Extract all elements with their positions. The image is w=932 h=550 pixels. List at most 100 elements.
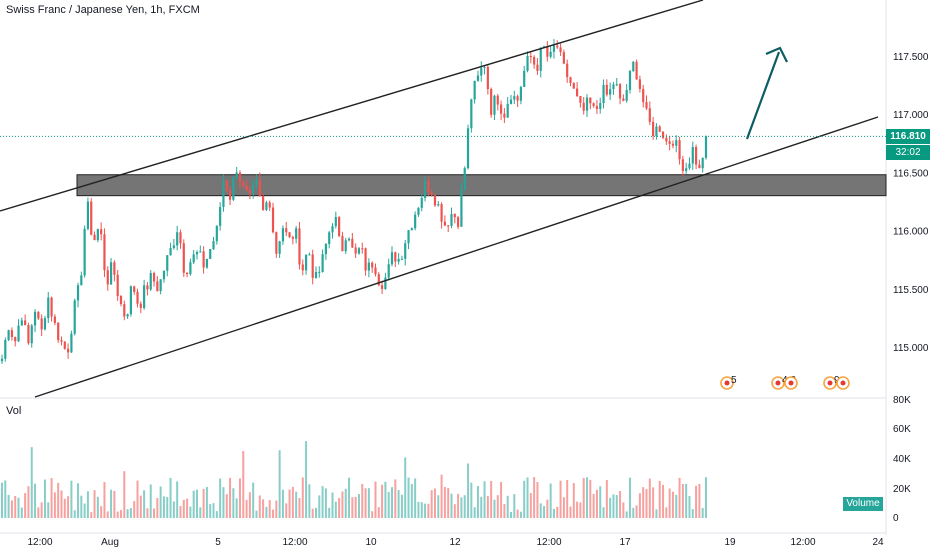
candle-body bbox=[437, 204, 440, 206]
candle-body bbox=[63, 341, 66, 349]
candle-body bbox=[73, 300, 76, 334]
candle-body bbox=[20, 320, 23, 326]
volume-bar bbox=[473, 507, 476, 518]
candle-body bbox=[252, 185, 255, 194]
x-tick-label: 12 bbox=[449, 537, 461, 548]
candle-body bbox=[681, 159, 684, 171]
volume-bar bbox=[1, 482, 3, 518]
x-tick-label: 19 bbox=[724, 537, 736, 548]
candle-body bbox=[103, 234, 106, 271]
candle-body bbox=[47, 297, 50, 319]
candle-body bbox=[685, 168, 688, 171]
volume-bar bbox=[179, 506, 182, 518]
volume-bar bbox=[100, 506, 103, 518]
candle-body bbox=[609, 89, 612, 95]
volume-bar bbox=[529, 493, 532, 518]
candle-body bbox=[430, 192, 433, 195]
candle-body bbox=[245, 185, 248, 191]
candle-body bbox=[648, 108, 651, 122]
volume-bar bbox=[463, 495, 466, 518]
candle-body bbox=[30, 325, 33, 344]
volume-bar bbox=[443, 486, 446, 518]
candle-body bbox=[367, 262, 370, 271]
volume-bar bbox=[450, 493, 453, 518]
candle-body bbox=[605, 84, 608, 95]
candle-body bbox=[248, 190, 251, 194]
volume-bar bbox=[123, 471, 126, 518]
event-marker-dot bbox=[840, 380, 846, 386]
candle-body bbox=[258, 179, 261, 196]
volume-bar bbox=[476, 486, 479, 518]
candle-body bbox=[592, 103, 595, 107]
countdown-badge: 32:02 bbox=[886, 145, 930, 160]
volume-bar bbox=[655, 509, 658, 518]
candle-body bbox=[159, 279, 162, 292]
candle-body bbox=[622, 98, 625, 101]
candle-body bbox=[506, 103, 509, 118]
volume-bar bbox=[668, 488, 671, 518]
candle-body bbox=[691, 147, 694, 164]
volume-bar bbox=[698, 483, 701, 518]
candle-body bbox=[539, 47, 542, 71]
event-marker-dot bbox=[775, 380, 781, 386]
volume-bar bbox=[559, 480, 562, 518]
volume-bar bbox=[658, 480, 661, 518]
candle-body bbox=[268, 202, 271, 208]
candle-body bbox=[374, 267, 377, 275]
candle-body bbox=[324, 244, 328, 255]
volume-bar bbox=[258, 495, 261, 518]
volume-bar bbox=[229, 477, 232, 518]
candle-body bbox=[642, 88, 645, 103]
volume-bar bbox=[27, 486, 30, 518]
volume-bar bbox=[298, 498, 301, 518]
volume-bar bbox=[460, 497, 463, 518]
candle-body bbox=[265, 202, 268, 210]
volume-bar bbox=[586, 477, 589, 518]
candle-body bbox=[93, 234, 96, 241]
candle-body bbox=[377, 274, 380, 286]
volume-bar bbox=[572, 483, 575, 518]
candle-body bbox=[57, 322, 60, 341]
volume-bar bbox=[632, 507, 635, 518]
volume-bar bbox=[222, 487, 225, 518]
candle-body bbox=[195, 251, 199, 255]
volume-bar bbox=[24, 493, 27, 518]
volume-bar bbox=[17, 497, 20, 518]
volume-bar bbox=[321, 486, 324, 518]
candle-body bbox=[552, 45, 556, 52]
volume-bar bbox=[43, 479, 46, 518]
candle-body bbox=[215, 225, 218, 242]
volume-bar bbox=[212, 503, 215, 518]
volume-bar bbox=[182, 499, 185, 518]
channel-lower-line bbox=[34, 116, 879, 398]
candle-body bbox=[275, 232, 278, 254]
candle-body bbox=[192, 254, 195, 263]
volume-bar bbox=[20, 507, 23, 518]
volume-bar bbox=[397, 490, 400, 518]
candle-body bbox=[533, 57, 536, 65]
candle-body bbox=[645, 102, 648, 109]
candle-body bbox=[671, 143, 675, 146]
volume-bar bbox=[414, 478, 417, 518]
candle-body bbox=[658, 126, 661, 132]
volume-bar bbox=[252, 482, 255, 518]
candle-body bbox=[635, 61, 638, 80]
candle-body bbox=[24, 320, 27, 326]
volume-bar bbox=[467, 463, 470, 518]
candle-body bbox=[90, 201, 93, 235]
candle-body bbox=[575, 88, 579, 96]
candle-body bbox=[341, 235, 344, 252]
candle-body bbox=[460, 189, 463, 227]
volume-bar bbox=[595, 489, 598, 518]
candle-body bbox=[14, 336, 17, 342]
candle-body bbox=[37, 311, 40, 319]
candle-body bbox=[694, 147, 698, 165]
candle-body bbox=[678, 140, 681, 160]
candle-body bbox=[417, 207, 420, 215]
candle-body bbox=[493, 95, 496, 115]
volume-bar bbox=[351, 497, 354, 518]
candle-body bbox=[255, 179, 258, 186]
candle-body bbox=[80, 275, 83, 286]
volume-legend-badge: Volume bbox=[843, 497, 883, 511]
